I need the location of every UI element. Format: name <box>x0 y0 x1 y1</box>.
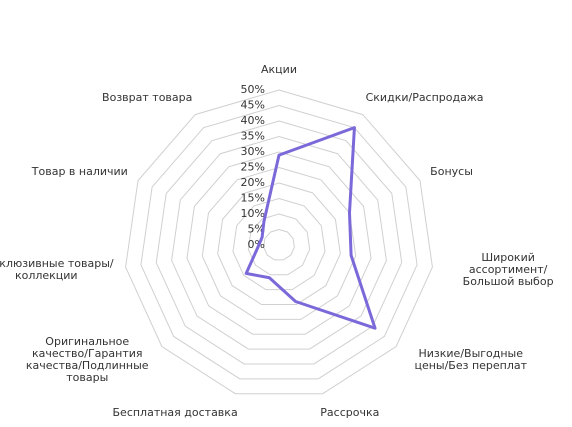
y-tick-label: 20% <box>241 176 265 189</box>
category-label: Оригинальное качество/Гарантия качества/… <box>25 334 149 384</box>
category-label: Бонусы <box>430 165 473 179</box>
grid-line <box>155 120 403 365</box>
y-tick-label: 35% <box>241 130 265 143</box>
grid-line <box>140 104 418 380</box>
grid-line <box>186 151 372 335</box>
category-label: Широкий ассортимент/Большой выбор <box>462 250 554 288</box>
category-label: Эксклюзивные товары/коллекции <box>0 256 114 282</box>
y-tick-label: 30% <box>241 145 265 158</box>
category-label: Товар в наличии <box>31 165 128 179</box>
category-label: Возврат товара <box>102 90 193 104</box>
y-tick-label: 5% <box>248 223 265 236</box>
category-label: Акции <box>261 63 297 76</box>
y-tick-label: 25% <box>241 161 265 174</box>
grid-line <box>232 197 326 291</box>
grid-line <box>171 135 387 350</box>
category-label: Скидки/Распродажа <box>365 90 484 104</box>
category-label: Бесплатная доставка <box>112 405 238 419</box>
y-tick-label: 10% <box>241 207 265 220</box>
category-label: Рассрочка <box>320 405 380 419</box>
grid-line <box>217 182 341 305</box>
y-tick-label: 45% <box>241 99 265 112</box>
y-tick-label: 15% <box>241 192 265 205</box>
grid-line <box>263 228 295 261</box>
grid-line <box>201 166 357 320</box>
category-label: Низкие/Выгодные цены/Без переплат <box>414 346 528 372</box>
y-tick-label: 50% <box>241 83 265 96</box>
series-line <box>244 126 377 330</box>
y-tick-label: 40% <box>241 114 265 127</box>
grid-line <box>247 213 311 276</box>
grid-line <box>125 89 433 395</box>
